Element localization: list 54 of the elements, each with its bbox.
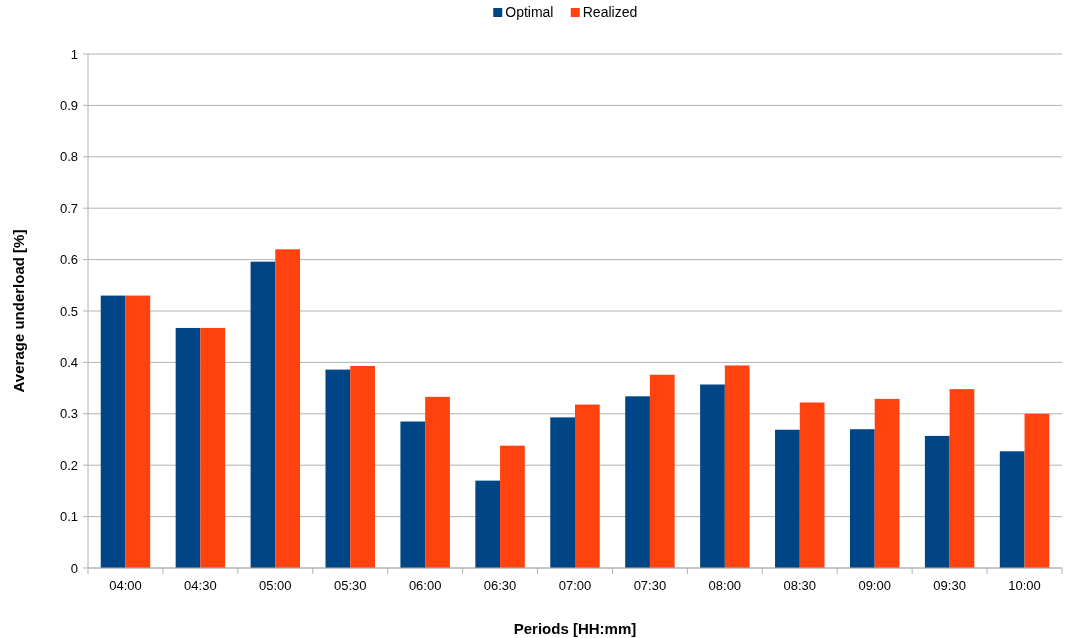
legend-label: Optimal: [505, 4, 554, 20]
bar: [999, 451, 1025, 568]
x-axis-title: Periods [HH:mm]: [513, 620, 637, 637]
y-axis-title: Average underload [%]: [10, 229, 27, 393]
x-tick-label: 04:30: [184, 578, 217, 593]
x-tick-label: 06:00: [408, 578, 442, 593]
bar: [874, 398, 900, 568]
bar: [1024, 413, 1050, 568]
bar: [500, 445, 525, 568]
y-tick-label: 0.6: [59, 252, 78, 268]
x-tick-label: 06:30: [483, 578, 517, 593]
bar: [799, 402, 825, 568]
bar: [949, 389, 975, 568]
bar: [175, 327, 201, 568]
bar: [200, 327, 226, 568]
bar: [625, 396, 650, 568]
bar: [724, 365, 750, 568]
bar: [575, 404, 600, 568]
x-tick-label: 05:00: [259, 578, 292, 593]
y-tick-label: 0.1: [59, 509, 78, 525]
x-tick-label: 09:00: [858, 578, 891, 593]
y-tick-label: 0.8: [59, 149, 78, 165]
y-tick-label: 0.2: [59, 457, 78, 473]
y-tick-label: 0.7: [59, 200, 78, 216]
bar: [550, 417, 575, 568]
bar: [425, 396, 450, 568]
y-tick-label: 0: [70, 560, 78, 576]
bar: [775, 429, 800, 568]
bar: [350, 366, 375, 568]
legend-label: Realized: [582, 4, 638, 20]
bar: [275, 249, 301, 568]
x-tick-label: 07:00: [558, 578, 592, 593]
y-tick-label: 0.4: [59, 354, 78, 370]
bar: [250, 261, 276, 568]
y-tick-label: 0.9: [59, 97, 78, 113]
y-tick-label: 1: [70, 46, 78, 62]
x-tick-label: 09:30: [933, 578, 966, 593]
bar: [325, 369, 351, 568]
x-tick-label: 08:00: [708, 578, 742, 593]
x-tick-label: 10:00: [1008, 578, 1041, 593]
bar: [100, 295, 126, 568]
bar: [400, 421, 426, 568]
bar: [125, 295, 151, 568]
bar: [649, 374, 675, 568]
bar: [849, 429, 875, 568]
bar: [700, 384, 725, 568]
x-tick-label: 05:30: [333, 578, 367, 593]
y-tick-label: 0.5: [59, 303, 78, 319]
bar: [924, 435, 950, 568]
x-tick-label: 08:30: [783, 578, 817, 593]
x-tick-label: 07:30: [633, 578, 667, 593]
bar: [475, 480, 501, 568]
y-tick-label: 0.3: [59, 406, 78, 422]
x-tick-label: 04:00: [109, 578, 142, 593]
